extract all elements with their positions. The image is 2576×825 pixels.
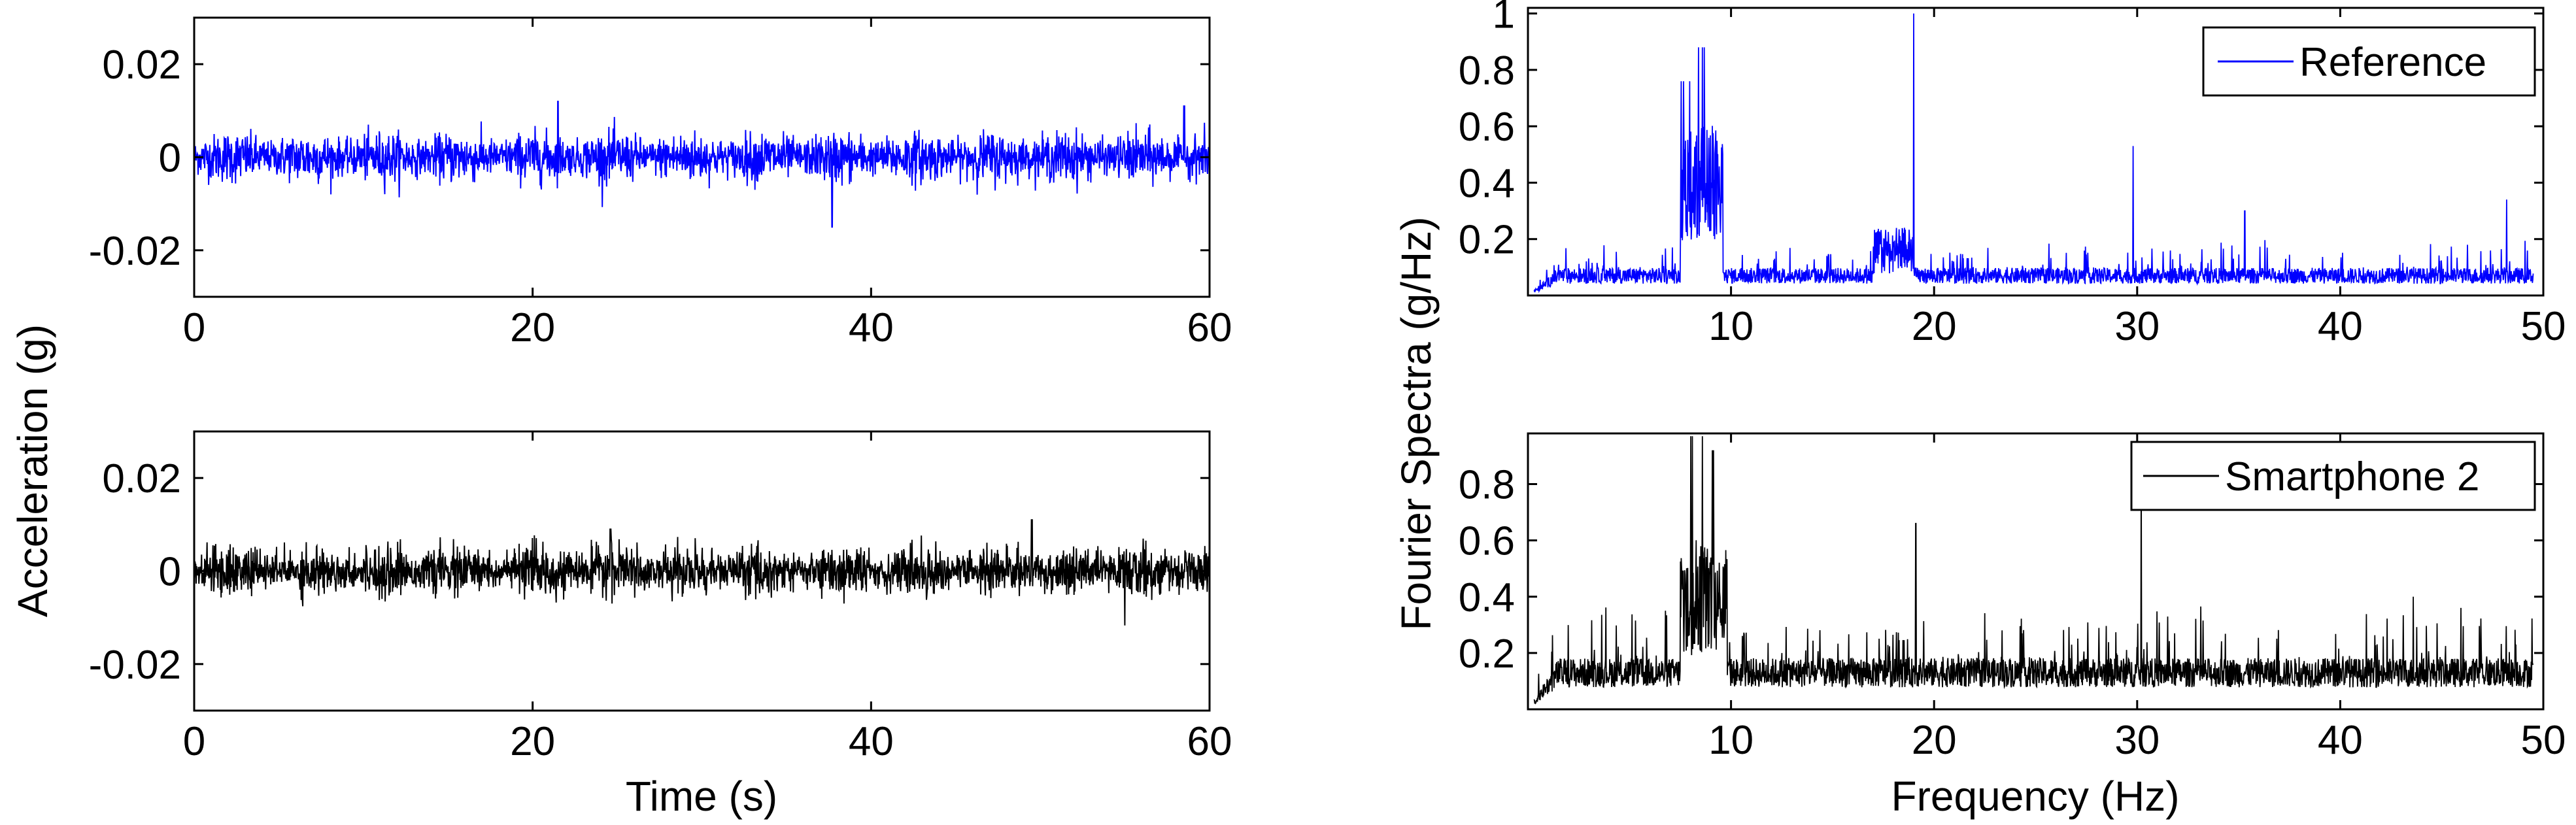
y-tick-label: 0.4 — [1459, 575, 1515, 620]
panel-reference-fft: 10 20 30 40 50 0.2 0.4 0.6 0.8 1 Reference — [1459, 0, 2566, 349]
legend-label-smartphone: Smartphone 2 — [2225, 454, 2479, 499]
y-tick-label: 0.2 — [1459, 631, 1515, 677]
y-tick-label: -0.02 — [89, 643, 181, 688]
ylabel-acceleration: Acceleration (g) — [9, 324, 56, 617]
ylabel-fourier-spectra: Fourier Spectra (g/Hz) — [1393, 216, 1440, 630]
x-tick-label: 50 — [2521, 304, 2566, 349]
y-tick-label: 0.6 — [1459, 519, 1515, 564]
ticks-reference-fft: 10 20 30 40 50 0.2 0.4 0.6 0.8 1 — [1459, 0, 2566, 349]
panel-reference-time: 0 20 40 600.020-0.02 — [89, 16, 1232, 350]
x-tick-label: 60 — [1187, 305, 1232, 350]
y-tick-label: -0.02 — [89, 229, 181, 274]
y-tick-label: 0.8 — [1459, 48, 1515, 93]
x-tick-label: 20 — [510, 305, 555, 350]
x-tick-label: 30 — [2114, 304, 2160, 349]
ticks-smartphone-time: 0 20 40 600.020-0.02 — [89, 431, 1232, 764]
x-tick-label: 60 — [1187, 719, 1232, 764]
y-tick-label: 0 — [159, 136, 181, 181]
x-tick-label: 40 — [2318, 304, 2363, 349]
panel-smartphone-fft: 10 20 30 40 50 0.2 0.4 0.6 0.8 Smartphone 2 — [1459, 432, 2566, 763]
panel-smartphone-time: 0 20 40 600.020-0.02 — [89, 430, 1232, 764]
x-tick-label: 20 — [1912, 718, 1957, 763]
x-tick-label: 50 — [2521, 718, 2566, 763]
axes-box-smartphone-fft — [1527, 432, 2545, 711]
y-tick-label: 0.4 — [1459, 161, 1515, 206]
x-tick-label: 10 — [1708, 718, 1754, 763]
legend-smartphone: Smartphone 2 — [2130, 441, 2536, 511]
x-tick-label: 0 — [183, 719, 205, 764]
xlabel-frequency: Frequency (Hz) — [1891, 773, 2180, 820]
x-tick-label: 0 — [183, 305, 205, 350]
y-tick-label: 1 — [1493, 0, 1515, 37]
x-tick-label: 40 — [849, 305, 894, 350]
series-line-smartphone-fft — [1533, 436, 2534, 705]
x-tick-label: 30 — [2114, 718, 2160, 763]
x-tick-label: 20 — [510, 719, 555, 764]
series-line-reference-time — [194, 101, 1210, 228]
y-tick-label: 0.6 — [1459, 105, 1515, 150]
ticks-smartphone-fft: 10 20 30 40 50 0.2 0.4 0.6 0.8 — [1459, 433, 2566, 763]
y-tick-label: 0.8 — [1459, 463, 1515, 508]
legend-reference: Reference — [2202, 26, 2536, 97]
series-line-smartphone-time — [194, 519, 1210, 626]
y-tick-label: 0.2 — [1459, 218, 1515, 263]
y-tick-label: 0.02 — [102, 456, 181, 501]
y-tick-label: 0.02 — [102, 42, 181, 88]
x-tick-label: 20 — [1912, 304, 1957, 349]
y-tick-label: 0 — [159, 550, 181, 595]
x-tick-label: 40 — [849, 719, 894, 764]
axes-box-reference-fft — [1527, 7, 2545, 297]
legend-label-reference: Reference — [2299, 40, 2486, 85]
ticks-reference-time: 0 20 40 600.020-0.02 — [89, 18, 1232, 350]
x-tick-label: 10 — [1708, 304, 1754, 349]
series-line-reference-fft — [1533, 13, 2534, 294]
x-tick-label: 40 — [2318, 718, 2363, 763]
xlabel-time: Time (s) — [626, 773, 777, 820]
